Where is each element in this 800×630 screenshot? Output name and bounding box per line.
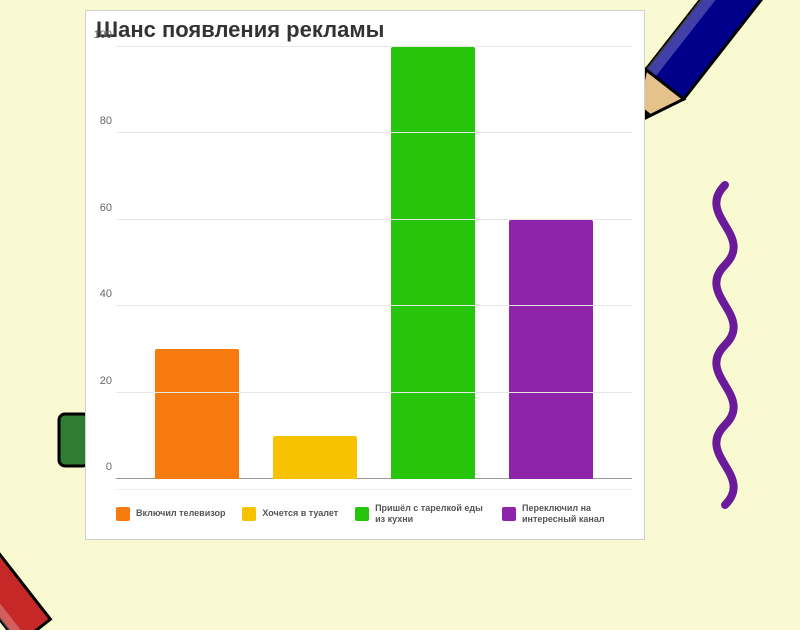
chart-card: Шанс появления рекламы 020406080100 Вклю… xyxy=(85,10,645,540)
grid-line xyxy=(116,219,632,220)
legend-label: Включил телевизор xyxy=(136,508,225,518)
legend-label: Хочется в туалет xyxy=(262,508,338,518)
y-tick-label: 60 xyxy=(88,202,112,214)
grid-line xyxy=(116,305,632,306)
legend-label: Переключил на интересный канал xyxy=(522,503,632,524)
legend-item: Пришёл с тарелкой еды из кухни xyxy=(355,503,485,524)
grid-line xyxy=(116,132,632,133)
y-tick-label: 100 xyxy=(88,29,112,41)
bar-slot xyxy=(492,47,610,479)
grid-line xyxy=(116,392,632,393)
legend-item: Хочется в туалет xyxy=(242,507,338,521)
bars-container xyxy=(116,47,632,479)
bar-slot xyxy=(374,47,492,479)
bar xyxy=(155,349,240,479)
y-tick-label: 40 xyxy=(88,288,112,300)
legend-item: Переключил на интересный канал xyxy=(502,503,632,524)
legend-swatch xyxy=(242,507,256,521)
decor-pencil-top-right xyxy=(636,0,800,164)
legend-item: Включил телевизор xyxy=(116,507,225,521)
legend: Включил телевизор Хочется в туалет Пришёл … xyxy=(116,489,632,529)
bar-slot xyxy=(138,47,256,479)
bar xyxy=(509,220,594,479)
chart-title: Шанс появления рекламы xyxy=(86,11,644,43)
bar xyxy=(273,436,358,479)
bar xyxy=(391,47,476,479)
legend-swatch xyxy=(502,507,516,521)
bar-slot xyxy=(256,47,374,479)
decor-squiggle-right xyxy=(680,180,770,510)
legend-swatch xyxy=(116,507,130,521)
y-tick-label: 0 xyxy=(88,461,112,473)
plot-area: 020406080100 xyxy=(116,47,632,479)
legend-swatch xyxy=(355,507,369,521)
grid-line xyxy=(116,46,632,47)
legend-label: Пришёл с тарелкой еды из кухни xyxy=(375,503,485,524)
y-tick-label: 20 xyxy=(88,375,112,387)
y-tick-label: 80 xyxy=(88,115,112,127)
